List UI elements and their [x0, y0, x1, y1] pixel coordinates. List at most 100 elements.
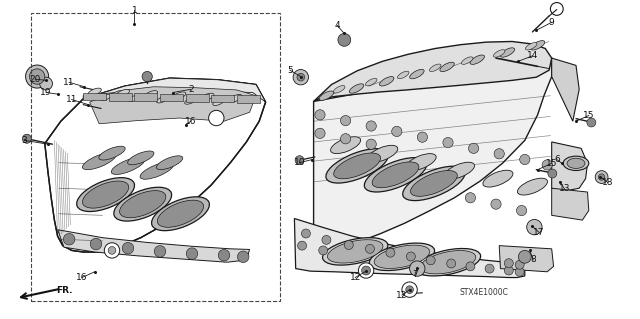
Ellipse shape — [185, 98, 195, 104]
Ellipse shape — [323, 238, 388, 265]
Circle shape — [63, 234, 75, 245]
Circle shape — [293, 70, 308, 85]
Ellipse shape — [127, 151, 154, 165]
Ellipse shape — [111, 157, 145, 174]
Polygon shape — [552, 188, 589, 220]
Ellipse shape — [333, 85, 345, 93]
Ellipse shape — [365, 78, 377, 86]
Polygon shape — [237, 95, 260, 103]
Circle shape — [548, 169, 557, 178]
Ellipse shape — [99, 146, 125, 160]
Polygon shape — [134, 93, 157, 101]
Ellipse shape — [429, 64, 441, 71]
Text: FR.: FR. — [56, 286, 73, 295]
Text: 4: 4 — [335, 21, 340, 30]
Bar — [31, 13, 280, 301]
Text: 14: 14 — [527, 51, 538, 60]
Text: 11: 11 — [66, 95, 77, 104]
Ellipse shape — [493, 50, 505, 57]
Text: 9: 9 — [549, 18, 554, 27]
Circle shape — [491, 199, 501, 209]
Ellipse shape — [129, 95, 139, 102]
Circle shape — [218, 249, 230, 261]
Ellipse shape — [369, 243, 435, 271]
Ellipse shape — [201, 93, 214, 101]
Circle shape — [587, 118, 596, 127]
Polygon shape — [211, 95, 234, 102]
Ellipse shape — [531, 41, 545, 50]
Ellipse shape — [331, 137, 360, 153]
Ellipse shape — [120, 191, 166, 218]
Circle shape — [443, 137, 453, 148]
Text: 18: 18 — [602, 178, 614, 187]
Ellipse shape — [420, 250, 476, 274]
Ellipse shape — [500, 48, 515, 57]
Circle shape — [186, 248, 198, 259]
Circle shape — [298, 241, 307, 250]
Ellipse shape — [440, 62, 454, 71]
Ellipse shape — [364, 158, 427, 192]
Circle shape — [485, 264, 494, 273]
Ellipse shape — [77, 178, 134, 211]
Circle shape — [406, 252, 415, 261]
Text: 2: 2 — [188, 85, 193, 94]
Circle shape — [392, 126, 402, 137]
Text: 19: 19 — [40, 88, 52, 97]
Circle shape — [386, 248, 395, 257]
Polygon shape — [160, 94, 183, 101]
Ellipse shape — [349, 84, 364, 93]
Ellipse shape — [410, 70, 424, 79]
Ellipse shape — [415, 249, 481, 276]
Circle shape — [315, 128, 325, 138]
Polygon shape — [83, 93, 106, 100]
Text: 16: 16 — [76, 273, 88, 282]
Circle shape — [542, 160, 552, 170]
Text: 12: 12 — [349, 273, 361, 282]
Circle shape — [297, 73, 305, 81]
Circle shape — [142, 71, 152, 82]
Polygon shape — [109, 93, 132, 100]
Ellipse shape — [518, 178, 547, 195]
Circle shape — [515, 260, 524, 269]
Circle shape — [494, 149, 504, 159]
Ellipse shape — [445, 162, 474, 179]
Ellipse shape — [140, 162, 173, 179]
Circle shape — [340, 134, 351, 144]
Circle shape — [322, 235, 331, 244]
Text: 13: 13 — [559, 184, 570, 193]
Text: 7: 7 — [412, 271, 417, 279]
Polygon shape — [499, 246, 554, 272]
Ellipse shape — [173, 92, 186, 100]
Ellipse shape — [461, 57, 473, 64]
Text: 5: 5 — [287, 66, 292, 75]
Circle shape — [516, 205, 527, 216]
Polygon shape — [552, 142, 588, 192]
Ellipse shape — [157, 200, 204, 227]
Circle shape — [520, 154, 530, 165]
Text: 1: 1 — [132, 6, 137, 15]
Ellipse shape — [470, 55, 484, 64]
Circle shape — [104, 243, 120, 258]
Ellipse shape — [88, 88, 101, 96]
Ellipse shape — [563, 156, 589, 170]
Ellipse shape — [410, 171, 458, 196]
Circle shape — [595, 171, 608, 183]
Circle shape — [518, 250, 531, 263]
Ellipse shape — [328, 240, 383, 263]
Circle shape — [410, 261, 425, 276]
Ellipse shape — [116, 89, 129, 97]
Ellipse shape — [380, 77, 394, 86]
Circle shape — [237, 251, 249, 263]
Text: 3: 3 — [22, 136, 27, 145]
Text: 15: 15 — [546, 159, 557, 168]
Polygon shape — [294, 219, 525, 278]
Text: 17: 17 — [533, 228, 545, 237]
Ellipse shape — [483, 170, 513, 187]
Circle shape — [426, 256, 435, 265]
Ellipse shape — [145, 91, 157, 98]
Text: 15: 15 — [583, 111, 595, 120]
Circle shape — [344, 241, 353, 249]
Circle shape — [295, 156, 304, 165]
Ellipse shape — [319, 91, 333, 100]
Circle shape — [504, 266, 513, 275]
